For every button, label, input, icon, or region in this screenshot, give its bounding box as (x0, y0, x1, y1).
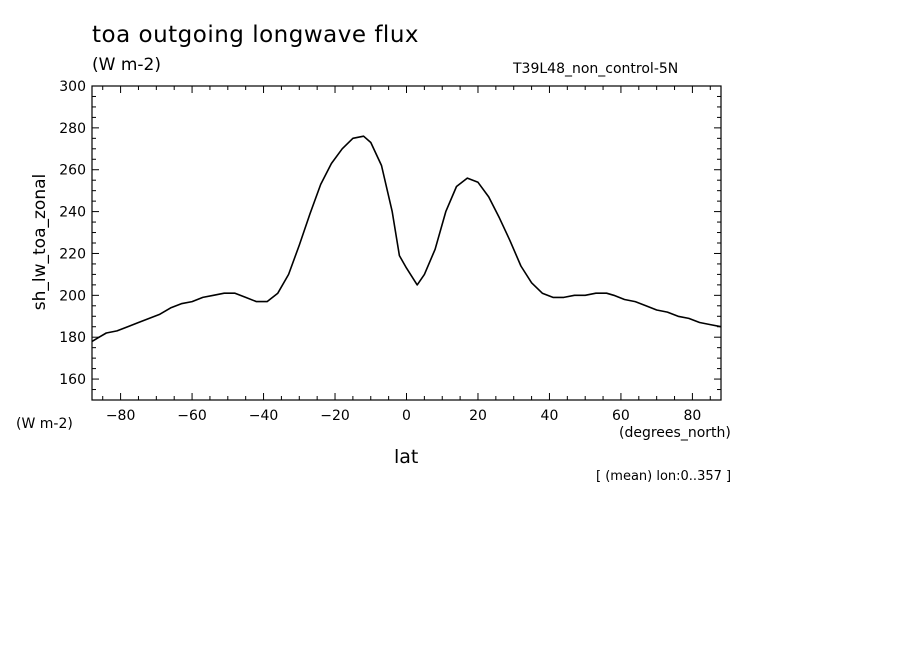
axis-ticks (92, 85, 721, 401)
chart-units: (W m-2) (92, 55, 161, 75)
y-tick-label: 220 (59, 246, 86, 262)
x-axis-units: (degrees_north) (619, 425, 731, 441)
x-tick-label: −20 (320, 408, 350, 424)
x-tick-label: −60 (177, 408, 207, 424)
x-tick-label: 40 (541, 408, 559, 424)
run-label: T39L48_non_control-5N (513, 61, 679, 77)
x-tick-label: 80 (683, 408, 701, 424)
y-tick-label: 240 (59, 205, 86, 221)
plot-frame (91, 85, 722, 401)
y-tick-label: 260 (59, 163, 86, 179)
y-tick-label: 160 (59, 372, 86, 388)
x-tick-label: 20 (469, 408, 487, 424)
x-axis-label: lat (394, 446, 419, 468)
y-tick-label: 180 (59, 330, 86, 346)
chart-title: toa outgoing longwave flux (92, 22, 420, 48)
averaging-note: [ (mean) lon:0..357 ] (596, 469, 732, 484)
x-tick-label: −80 (106, 408, 136, 424)
y-tick-label: 200 (59, 288, 86, 304)
y-axis-units: (W m-2) (16, 416, 73, 432)
tick-labels: −80 −60 −40 −20 0 20 40 60 80 160 180 200 220 240 260 2… (59, 79, 701, 424)
x-tick-label: 0 (402, 408, 411, 424)
x-tick-label: 60 (612, 408, 630, 424)
series-line (91, 135, 722, 343)
y-tick-label: 280 (59, 121, 86, 137)
y-tick-label: 300 (59, 79, 86, 95)
x-tick-label: −40 (249, 408, 279, 424)
